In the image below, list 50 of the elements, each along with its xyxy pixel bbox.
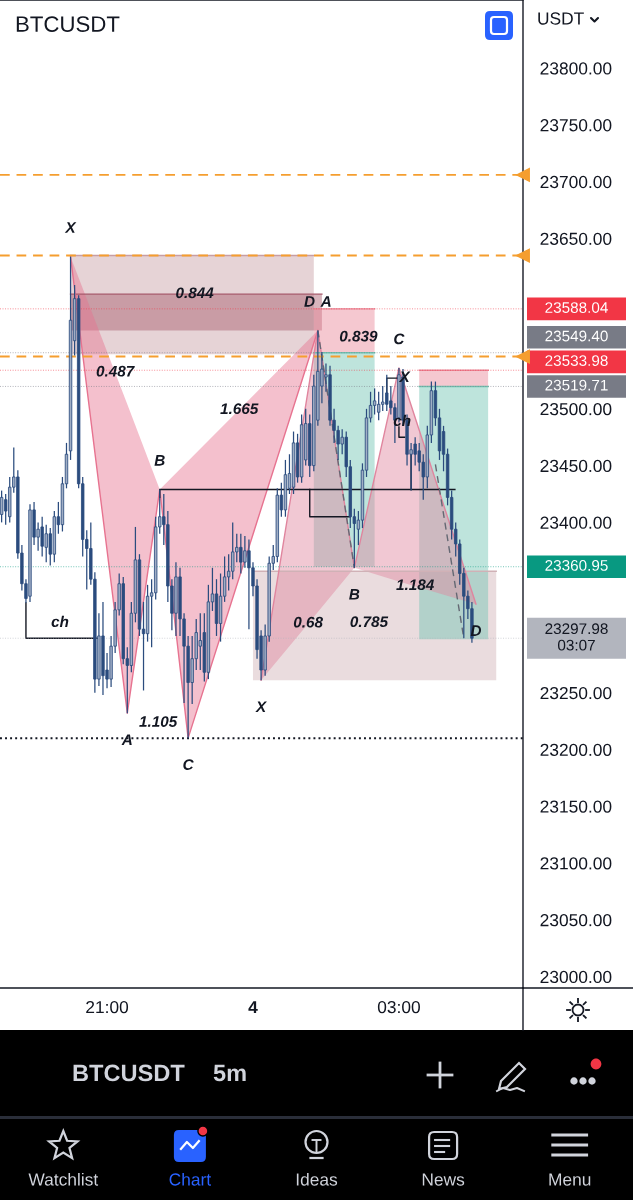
annotation: A <box>121 734 132 745</box>
y-tick-label: 23800.00 <box>540 62 612 75</box>
annotation: ch <box>393 414 411 427</box>
ref-line-label: 23588.04 <box>545 302 608 313</box>
y-tick-label: 23400.00 <box>540 516 612 529</box>
y-tick-label: 23750.00 <box>540 119 612 132</box>
annotation: 0.68 <box>293 616 323 628</box>
annotation: 0.785 <box>350 616 389 628</box>
annotation: D <box>304 296 315 307</box>
x-tick-label: 21:00 <box>86 1000 129 1014</box>
y-tick-label: 23650.00 <box>540 232 612 245</box>
text: Menu <box>549 1173 591 1186</box>
annotation: 0.844 <box>176 287 214 299</box>
x-tick-label: 4 <box>248 1001 258 1014</box>
ref-line-label: 23360.95 <box>545 560 608 571</box>
annotation: B <box>154 455 165 466</box>
annotation: 0.487 <box>96 365 135 377</box>
ref-line-label: 23519.71 <box>545 379 608 391</box>
text: Chart <box>169 1172 211 1186</box>
annotation: B <box>349 589 360 600</box>
y-axis-title: USDT <box>538 12 584 25</box>
annotation: C <box>183 759 194 771</box>
annotation: ch <box>51 615 69 628</box>
annotation: X <box>255 701 267 712</box>
y-tick-label: 23150.00 <box>540 800 612 813</box>
text: BTCUSDT <box>16 16 120 32</box>
annotation: 1.665 <box>220 403 259 415</box>
text: Ideas <box>296 1172 338 1186</box>
annotation: 1.105 <box>139 716 178 727</box>
ref-line-label: 23549.40 <box>545 330 608 342</box>
y-tick-label: 23700.00 <box>540 175 612 189</box>
y-tick-label: 23200.00 <box>540 743 612 756</box>
text: Watchlist <box>28 1172 99 1186</box>
y-tick-label: 23250.00 <box>540 686 612 700</box>
y-tick-label: 23500.00 <box>540 403 612 416</box>
y-tick-label: 23100.00 <box>540 857 612 870</box>
y-tick-label: 23450.00 <box>540 459 612 473</box>
annotation: X <box>64 222 77 233</box>
y-tick-label: 23050.00 <box>540 914 612 927</box>
y-tick-label: 23000.00 <box>540 970 612 984</box>
x-tick-label: 03:00 <box>377 1000 420 1014</box>
annotation: 1.184 <box>396 579 435 591</box>
annotation: C <box>394 333 405 345</box>
text: News <box>422 1173 465 1186</box>
annotation: A <box>320 296 331 307</box>
text: 5m <box>213 1064 246 1082</box>
ref-line-label: 23297.98 03:07 <box>545 623 608 651</box>
text: BTCUSDT <box>73 1064 185 1082</box>
annotation: 0.839 <box>339 330 378 342</box>
ref-line-label: 23533.98 <box>545 355 608 366</box>
